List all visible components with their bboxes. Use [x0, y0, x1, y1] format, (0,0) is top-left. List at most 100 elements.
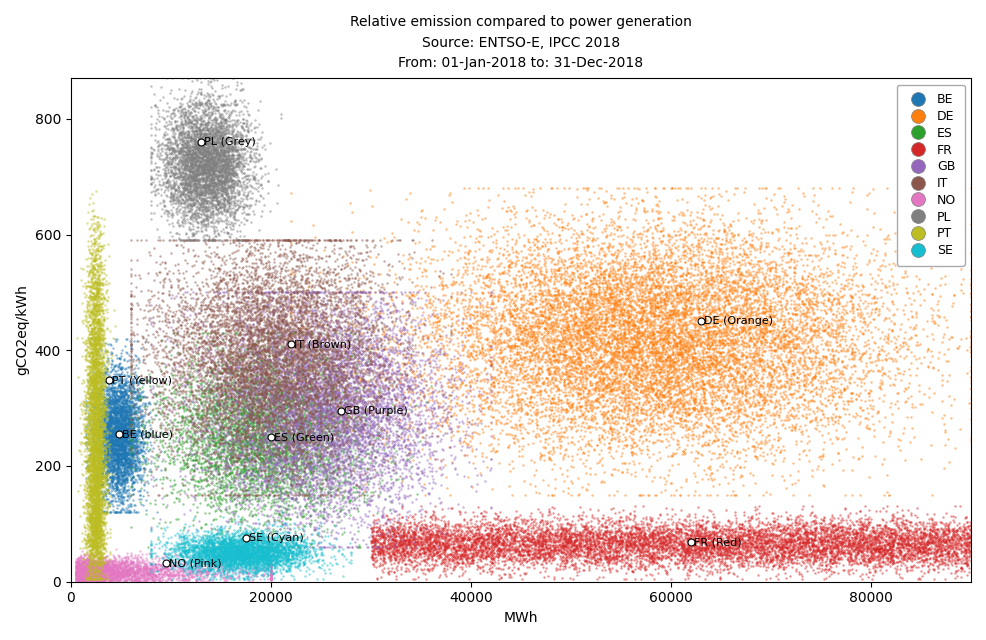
- Point: [87, 499, 103, 509]
- Point: [249, 353, 265, 364]
- Point: [88, 298, 104, 308]
- Point: [121, 420, 137, 431]
- Point: [667, 230, 682, 241]
- Point: [376, 448, 391, 458]
- Point: [644, 267, 660, 277]
- Point: [383, 543, 398, 554]
- Point: [379, 511, 394, 521]
- Point: [738, 450, 753, 460]
- Point: [576, 324, 592, 334]
- Point: [685, 291, 701, 301]
- Point: [189, 367, 205, 378]
- Point: [231, 364, 246, 374]
- Point: [91, 541, 106, 552]
- Point: [222, 89, 238, 99]
- Point: [97, 495, 112, 506]
- Point: [241, 432, 256, 442]
- Point: [142, 399, 158, 410]
- Point: [301, 458, 317, 468]
- Point: [263, 272, 279, 282]
- Point: [581, 399, 597, 409]
- Point: [169, 408, 184, 418]
- Point: [216, 170, 232, 180]
- Point: [293, 315, 309, 325]
- Point: [198, 219, 214, 229]
- Point: [532, 527, 548, 538]
- Point: [305, 441, 320, 451]
- Point: [609, 566, 625, 577]
- Point: [613, 328, 629, 338]
- Point: [693, 321, 709, 332]
- Point: [98, 467, 113, 477]
- Point: [237, 547, 252, 557]
- Point: [302, 385, 317, 396]
- Point: [873, 333, 888, 344]
- Point: [679, 541, 695, 552]
- Point: [718, 391, 734, 401]
- Point: [90, 447, 106, 458]
- Point: [464, 433, 480, 443]
- Point: [79, 558, 95, 568]
- Point: [211, 175, 227, 186]
- Point: [187, 149, 203, 159]
- Point: [906, 560, 922, 570]
- Point: [201, 341, 217, 351]
- Point: [489, 541, 505, 552]
- Point: [260, 269, 276, 280]
- Point: [258, 430, 274, 440]
- Point: [236, 552, 251, 563]
- Point: [312, 422, 327, 432]
- Point: [477, 511, 493, 522]
- Point: [341, 399, 357, 410]
- Point: [78, 281, 94, 291]
- Point: [735, 308, 750, 318]
- Point: [700, 437, 716, 447]
- Point: [296, 340, 312, 350]
- Point: [356, 404, 372, 415]
- Point: [85, 566, 101, 576]
- Point: [812, 451, 828, 461]
- Point: [425, 541, 441, 551]
- Point: [261, 490, 277, 500]
- Point: [724, 305, 740, 315]
- Point: [611, 377, 627, 387]
- Point: [97, 479, 112, 489]
- Point: [394, 544, 410, 554]
- Point: [192, 568, 208, 578]
- Point: [368, 406, 384, 417]
- Point: [188, 115, 204, 125]
- Point: [517, 387, 532, 397]
- Point: [758, 323, 774, 333]
- Point: [295, 365, 311, 375]
- Point: [807, 535, 822, 545]
- Point: [460, 417, 476, 428]
- Point: [246, 399, 262, 409]
- Point: [253, 417, 269, 428]
- Point: [836, 257, 852, 268]
- Point: [247, 382, 263, 392]
- Point: [91, 477, 106, 487]
- Point: [453, 382, 468, 392]
- Point: [90, 447, 106, 457]
- Point: [153, 417, 169, 428]
- Point: [327, 367, 343, 377]
- Point: [212, 150, 228, 161]
- Point: [220, 314, 236, 324]
- Point: [346, 440, 362, 450]
- Point: [726, 331, 741, 341]
- Point: [881, 532, 897, 542]
- Point: [236, 527, 251, 538]
- Point: [583, 551, 599, 561]
- Point: [554, 536, 570, 547]
- Point: [91, 372, 106, 382]
- Point: [378, 401, 393, 411]
- Point: [622, 538, 638, 548]
- Point: [296, 307, 312, 317]
- Point: [457, 540, 472, 550]
- Point: [129, 556, 145, 566]
- Point: [89, 396, 105, 406]
- Point: [214, 346, 230, 356]
- Point: [263, 565, 279, 575]
- Point: [800, 538, 815, 548]
- Point: [417, 314, 433, 324]
